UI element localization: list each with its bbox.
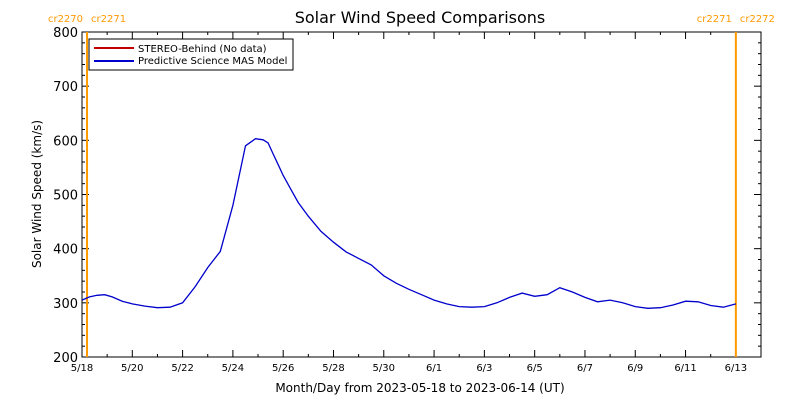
- chart-title: Solar Wind Speed Comparisons: [295, 8, 546, 27]
- carrington-label-after: cr2272: [740, 14, 775, 25]
- x-tick-label: 5/30: [373, 363, 395, 374]
- y-tick-label: 500: [53, 189, 78, 204]
- legend-box: [88, 38, 294, 71]
- x-tick-label: 6/1: [426, 363, 442, 374]
- x-tick-label: 6/3: [476, 363, 492, 374]
- series-line-1: [81, 138, 737, 309]
- x-tick-label: 5/24: [222, 363, 244, 374]
- y-tick-label: 400: [53, 243, 78, 258]
- y-axis-label: Solar Wind Speed (km/s): [30, 120, 44, 268]
- x-tick-label: 6/11: [674, 363, 696, 374]
- carrington-markers: cr2270 cr2271 cr2271 cr2272: [48, 14, 775, 357]
- x-axis-label: Month/Day from 2023-05-18 to 2023-06-14 …: [275, 381, 564, 395]
- y-tick-label: 300: [53, 297, 78, 312]
- carrington-label-before: cr2270: [48, 14, 83, 25]
- series-lines: [81, 138, 737, 309]
- y-tick-label: 200: [53, 351, 78, 366]
- x-tick-label: 5/26: [272, 363, 294, 374]
- legend-label-stereo: STEREO-Behind (No data): [138, 44, 267, 55]
- x-tick-label: 5/20: [121, 363, 143, 374]
- x-tick-label: 5/22: [171, 363, 193, 374]
- x-tick-label: 5/18: [71, 363, 93, 374]
- legend-label-mas-model: Predictive Science MAS Model: [138, 56, 287, 67]
- x-tick-label: 6/5: [527, 363, 543, 374]
- x-tick-label: 6/7: [577, 363, 593, 374]
- x-axis: 5/18 5/20 5/22 5/24 5/26 5/28 5/30 6/1 6/3 6/5 6/7…: [71, 32, 747, 374]
- legend: STEREO-Behind (No data) Predictive Scien…: [88, 38, 294, 71]
- y-tick-label: 700: [53, 80, 78, 95]
- x-tick-label: 6/13: [725, 363, 747, 374]
- carrington-label-before: cr2271: [697, 14, 732, 25]
- y-axis: 200 300 400 500 600 700 800: [53, 26, 761, 366]
- carrington-label-after: cr2271: [91, 14, 126, 25]
- x-tick-label: 6/9: [627, 363, 643, 374]
- y-tick-label: 800: [53, 26, 78, 41]
- y-tick-label: 600: [53, 134, 78, 149]
- x-tick-label: 5/28: [322, 363, 344, 374]
